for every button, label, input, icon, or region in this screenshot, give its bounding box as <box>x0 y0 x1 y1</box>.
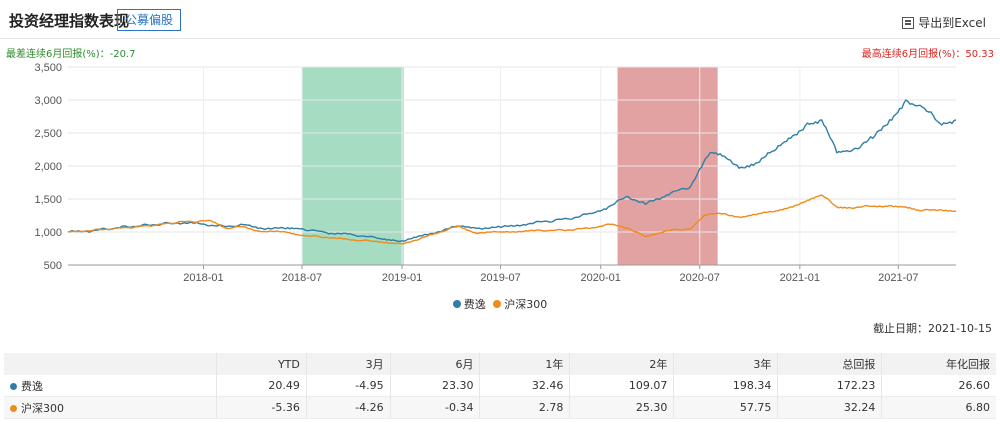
y-tick-label: 500 <box>44 260 62 272</box>
y-tick-label: 2,500 <box>34 128 62 140</box>
table-cell: 25.30 <box>569 396 675 419</box>
table-cell: 20.49 <box>216 375 307 397</box>
as-of-date: 截止日期：2021-10-15 <box>873 322 992 335</box>
header: 投资经理指数表现 公募偏股 导出到Excel <box>0 0 1000 40</box>
table-cell: 172.23 <box>777 375 883 397</box>
table-cell: 32.46 <box>479 375 571 397</box>
table-cell: 32.24 <box>777 396 883 419</box>
divider <box>0 38 1000 39</box>
x-tick-label: 2019-07 <box>480 272 520 284</box>
column-header: 6月 <box>390 353 481 375</box>
export-label: 导出到Excel <box>918 16 986 30</box>
x-tick-label: 2018-07 <box>282 272 322 284</box>
row-name: 沪深300 <box>21 401 64 415</box>
table-cell: -5.36 <box>216 396 307 419</box>
legend-label: 沪深300 <box>504 298 548 311</box>
legend-dot <box>452 300 461 308</box>
table-row: 沪深300 -5.36 -4.26 -0.34 2.78 25.30 57.75… <box>4 396 996 419</box>
series-line-index <box>67 194 957 245</box>
legend-dot <box>493 300 502 308</box>
export-icon <box>902 16 915 29</box>
column-header: 3年 <box>673 353 779 375</box>
x-tick-label: 2020-01 <box>581 272 621 284</box>
table-row: 费逸 20.49 -4.95 23.30 32.46 109.07 198.34… <box>4 375 996 397</box>
fund-type-tag[interactable]: 公募偏股 <box>117 9 182 31</box>
column-header: 3月 <box>306 353 391 375</box>
row-name-cell: 费逸 <box>4 375 217 397</box>
x-tick-label: 2018-01 <box>183 272 223 284</box>
performance-table: YTD 3月 6月 1年 2年 3年 总回报 年化回报 费逸 20.49 -4.… <box>4 353 996 419</box>
column-header: 总回报 <box>777 353 883 375</box>
chart-legend: 费逸 沪深300 <box>0 296 1000 312</box>
page-title: 投资经理指数表现 <box>9 12 130 30</box>
y-tick-label: 1,000 <box>34 227 62 239</box>
column-header: 2年 <box>569 353 675 375</box>
table-cell: 198.34 <box>673 375 779 397</box>
x-tick-label: 2021-07 <box>878 272 918 284</box>
x-tick-label: 2020-07 <box>680 272 720 284</box>
column-header: 1年 <box>479 353 571 375</box>
series-dot <box>10 404 17 412</box>
table-cell: -4.95 <box>306 375 391 397</box>
table-cell: 23.30 <box>390 375 481 397</box>
column-header <box>4 353 217 375</box>
table-cell: 109.07 <box>569 375 675 397</box>
table-cell: 2.78 <box>479 396 571 419</box>
row-name-cell: 沪深300 <box>4 396 217 419</box>
x-tick-label: 2021-01 <box>780 272 820 284</box>
x-tick-label: 2019-01 <box>382 272 422 284</box>
export-excel-button[interactable]: 导出到Excel <box>902 14 986 31</box>
table-header-row: YTD 3月 6月 1年 2年 3年 总回报 年化回报 <box>4 353 996 375</box>
performance-chart: 500 1,000 1,500 2,000 2,500 3,000 3,500 2018-01… <box>34 62 957 284</box>
legend-item-series2[interactable]: 沪深300 <box>493 298 547 311</box>
best-6m-return: 最高连续6月回报(%)：50.33 <box>861 49 994 60</box>
worst-6m-return: 最差连续6月回报(%)：-20.7 <box>6 49 136 60</box>
table-cell: -0.34 <box>390 396 481 419</box>
row-name: 费逸 <box>21 379 43 393</box>
y-tick-label: 1,500 <box>34 194 62 206</box>
table-cell: -4.26 <box>306 396 391 419</box>
legend-label: 费逸 <box>463 298 486 311</box>
table-cell: 57.75 <box>673 396 779 419</box>
column-header: 年化回报 <box>881 353 996 375</box>
table-cell: 26.60 <box>881 375 996 397</box>
y-tick-label: 3,500 <box>34 62 62 74</box>
column-header: YTD <box>216 353 307 375</box>
y-tick-label: 2,000 <box>34 161 62 173</box>
y-tick-label: 3,000 <box>34 95 62 107</box>
table-cell: 6.80 <box>881 396 996 419</box>
legend-item-series1[interactable]: 费逸 <box>452 298 486 311</box>
series-dot <box>10 382 17 390</box>
